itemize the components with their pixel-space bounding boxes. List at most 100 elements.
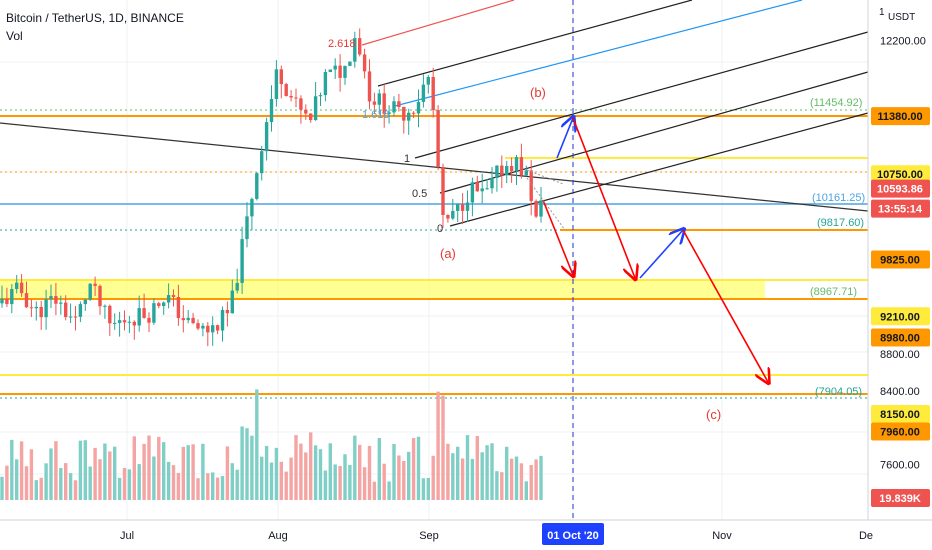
volume-bar-55 — [269, 462, 274, 500]
volume-bar-53 — [260, 456, 264, 500]
candle-body-9 — [44, 299, 48, 318]
volume-bar-16 — [78, 440, 83, 500]
candle-body-103 — [505, 166, 509, 176]
volume-bar-87 — [426, 477, 430, 500]
time-tick-5: De — [859, 530, 873, 542]
candle-body-95 — [465, 202, 470, 211]
candle-body-82 — [402, 106, 406, 121]
volume-bar-60 — [294, 435, 298, 500]
alert-7904: (7904.05) — [815, 386, 862, 398]
volume-bar-77 — [377, 438, 381, 500]
volume-bar-103 — [505, 446, 509, 500]
alert-8967: (8967.71) — [810, 286, 857, 298]
candle-body-20 — [98, 285, 102, 307]
volume-bar-82 — [402, 460, 406, 500]
support-zone — [0, 281, 765, 299]
volume-bar-47 — [230, 463, 234, 500]
candle-body-66 — [323, 72, 328, 96]
candle-body-28 — [137, 308, 141, 326]
volume-bar-59 — [289, 457, 293, 500]
candle-body-69 — [338, 65, 342, 78]
time-tick-1: Aug — [268, 530, 288, 542]
candle-body-31 — [152, 303, 156, 323]
candle-body-0 — [0, 298, 4, 304]
volume-indicator-label[interactable]: Vol — [6, 29, 23, 43]
candle-body-94 — [460, 204, 465, 211]
price-tag-bg-2 — [871, 179, 930, 198]
candle-body-51 — [250, 198, 254, 217]
candle-body-58 — [284, 84, 288, 96]
time-axis[interactable] — [0, 520, 932, 550]
volume-bar-56 — [274, 447, 279, 500]
volume-bar-19 — [93, 447, 97, 500]
candle-body-59 — [289, 95, 293, 98]
volume-bar-5 — [24, 466, 29, 500]
candle-body-12 — [59, 302, 63, 304]
candle-body-72 — [353, 38, 357, 62]
candle-body-56 — [274, 69, 279, 100]
candle-body-83 — [407, 112, 411, 121]
candle-body-101 — [495, 165, 499, 179]
trend-line — [0, 122, 869, 212]
candle-body-19 — [93, 283, 97, 286]
candle-body-50 — [245, 216, 249, 240]
volume-bar-41 — [201, 443, 205, 500]
volume-bar-67 — [328, 443, 332, 500]
time-tick-4: Nov — [712, 530, 732, 542]
candle-body-57 — [279, 69, 283, 85]
price-tick-2: 8800.00 — [880, 349, 920, 361]
price-tick-3: 8400.00 — [880, 386, 920, 398]
candle-body-37 — [181, 318, 185, 321]
candle-body-108 — [529, 170, 533, 201]
candle-body-54 — [264, 122, 269, 152]
candle-body-73 — [358, 38, 362, 55]
arrow-down-3 — [682, 229, 768, 382]
candle-body-36 — [176, 297, 181, 319]
volume-bar-29 — [142, 443, 146, 500]
candle-body-100 — [490, 178, 494, 189]
volume-bar-31 — [152, 456, 156, 500]
candle-body-109 — [534, 200, 538, 217]
symbol-title[interactable]: Bitcoin / TetherUS, 1D, BINANCE — [6, 11, 184, 25]
candle-body-3 — [15, 282, 19, 290]
volume-bar-98 — [480, 452, 484, 500]
volume-bar-42 — [206, 473, 210, 500]
volume-bar-14 — [68, 473, 73, 500]
candle-body-84 — [411, 112, 416, 114]
volume-bar-90 — [441, 395, 445, 500]
volume-bar-85 — [416, 436, 421, 500]
price-tag-8: 7960.00 — [880, 427, 920, 439]
currency-label: USDT — [888, 12, 915, 23]
candle-body-110 — [539, 200, 543, 217]
volume-bar-96 — [470, 458, 475, 500]
volume-bar-22 — [108, 451, 112, 500]
candle-body-39 — [191, 317, 195, 324]
volume-bar-94 — [460, 458, 465, 500]
channel-blue — [394, 0, 803, 107]
arrow-up-1 — [556, 118, 573, 159]
alert-9817: (9817.60) — [817, 217, 864, 229]
candle-body-35 — [171, 295, 176, 298]
candle-body-92 — [451, 210, 455, 219]
alert-11454: (11454.92) — [810, 97, 862, 109]
alert-10161: (10161.25) — [812, 192, 865, 204]
volume-bar-74 — [362, 467, 367, 500]
candle-body-11 — [54, 296, 58, 304]
volume-bar-20 — [98, 459, 102, 500]
candle-body-16 — [78, 304, 83, 317]
volume-bar-65 — [318, 449, 323, 500]
candle-body-34 — [166, 295, 171, 303]
price-tag-2: 10593.86 — [877, 184, 923, 196]
candle-body-7 — [34, 306, 38, 309]
candle-body-47 — [230, 290, 234, 314]
channel-0 — [449, 112, 869, 227]
candle-body-98 — [480, 188, 484, 192]
dashed-proj-2 — [526, 177, 566, 231]
candle-body-48 — [235, 282, 239, 291]
price-tag-bg-0 — [871, 107, 930, 126]
candle-body-1 — [5, 298, 9, 305]
channel-1 — [414, 31, 869, 159]
volume-bar-99 — [485, 445, 489, 500]
